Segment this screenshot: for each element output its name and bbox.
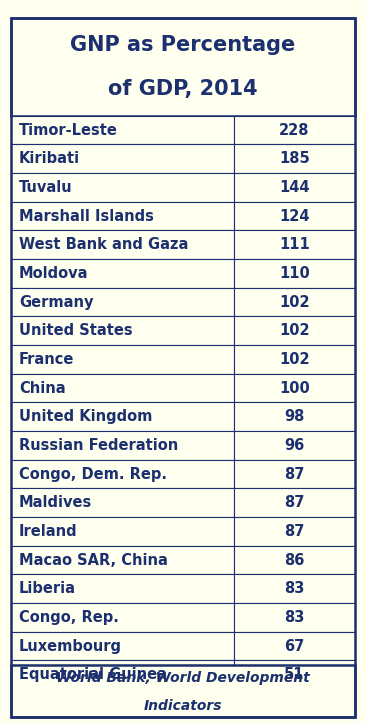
Text: Timor-Leste: Timor-Leste xyxy=(19,122,118,137)
Text: 111: 111 xyxy=(279,237,310,252)
Text: France: France xyxy=(19,352,74,367)
Text: 100: 100 xyxy=(279,380,310,395)
Text: United Kingdom: United Kingdom xyxy=(19,409,152,424)
Text: of GDP, 2014: of GDP, 2014 xyxy=(108,79,258,98)
Text: Germany: Germany xyxy=(19,294,94,309)
Text: 87: 87 xyxy=(284,524,305,539)
Text: Kiribati: Kiribati xyxy=(19,151,80,166)
Text: 110: 110 xyxy=(279,266,310,281)
Text: Marshall Islands: Marshall Islands xyxy=(19,208,154,223)
Text: Congo, Rep.: Congo, Rep. xyxy=(19,610,119,625)
Text: Ireland: Ireland xyxy=(19,524,78,539)
Text: 67: 67 xyxy=(284,638,305,654)
Text: 87: 87 xyxy=(284,495,305,510)
Text: 83: 83 xyxy=(284,581,305,596)
Text: 185: 185 xyxy=(279,151,310,166)
Text: Russian Federation: Russian Federation xyxy=(19,438,178,453)
Text: Tuvalu: Tuvalu xyxy=(19,180,73,194)
Text: 102: 102 xyxy=(279,294,310,309)
Text: 102: 102 xyxy=(279,352,310,367)
Text: West Bank and Gaza: West Bank and Gaza xyxy=(19,237,188,252)
Text: 51: 51 xyxy=(284,667,305,683)
Text: China: China xyxy=(19,380,66,395)
Text: 102: 102 xyxy=(279,323,310,338)
Text: Indicators: Indicators xyxy=(144,698,222,713)
Text: World Bank, ​World Development: World Bank, ​World Development xyxy=(56,671,310,685)
Text: 144: 144 xyxy=(279,180,310,194)
Text: Moldova: Moldova xyxy=(19,266,89,281)
Text: GNP as Percentage: GNP as Percentage xyxy=(70,35,296,55)
Text: Maldives: Maldives xyxy=(19,495,92,510)
Text: 96: 96 xyxy=(284,438,305,453)
Text: 83: 83 xyxy=(284,610,305,625)
Text: 98: 98 xyxy=(284,409,305,424)
Text: 87: 87 xyxy=(284,466,305,482)
Text: Macao SAR, China: Macao SAR, China xyxy=(19,552,168,568)
Text: Equatorial Guinea: Equatorial Guinea xyxy=(19,667,167,683)
Text: United States: United States xyxy=(19,323,132,338)
Text: Luxembourg: Luxembourg xyxy=(19,638,122,654)
Text: 86: 86 xyxy=(284,552,305,568)
Text: 124: 124 xyxy=(279,208,310,223)
Text: Congo, Dem. Rep.: Congo, Dem. Rep. xyxy=(19,466,167,482)
Text: 228: 228 xyxy=(279,122,310,137)
Text: Liberia: Liberia xyxy=(19,581,76,596)
